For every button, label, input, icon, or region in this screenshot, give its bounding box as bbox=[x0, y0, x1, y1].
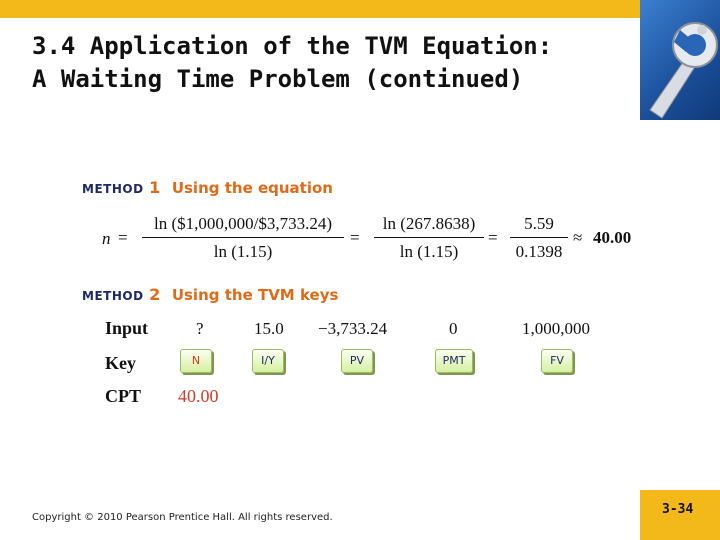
method2-number: 2 bbox=[149, 285, 161, 304]
method2-title: Using the TVM keys bbox=[171, 286, 339, 304]
fraction-2-bar bbox=[374, 237, 484, 238]
key-pv-button[interactable]: PV bbox=[341, 349, 373, 373]
input-pv: −3,733.24 bbox=[318, 319, 388, 338]
method1-number: 1 bbox=[149, 178, 161, 197]
equals-sign-3: = bbox=[488, 228, 498, 247]
fraction-1: ln ($1,000,000/$3,733.24) ln (1.15) bbox=[142, 214, 344, 262]
method1-word: METHOD bbox=[82, 182, 144, 196]
fraction-3-bar bbox=[510, 237, 568, 238]
equation-lhs: n bbox=[102, 229, 111, 248]
input-n: ? bbox=[196, 319, 204, 338]
fraction-2: ln (267.8638) ln (1.15) bbox=[374, 214, 484, 262]
fraction-3-numerator: 5.59 bbox=[524, 214, 554, 233]
input-fv: 1,000,000 bbox=[522, 319, 590, 338]
page-number: 3-34 bbox=[662, 502, 694, 517]
wrench-logo bbox=[640, 0, 720, 120]
method2-word: METHOD bbox=[82, 289, 144, 303]
key-row-label: Key bbox=[105, 353, 136, 373]
top-accent-bar bbox=[0, 0, 640, 18]
key-n-button[interactable]: N bbox=[180, 349, 212, 373]
page-number-box: 3-34 bbox=[640, 490, 720, 540]
cpt-row-label: CPT bbox=[105, 386, 141, 406]
fraction-2-denominator: ln (1.15) bbox=[399, 242, 459, 261]
input-pmt: 0 bbox=[449, 319, 458, 338]
fraction-1-denominator: ln (1.15) bbox=[213, 242, 273, 261]
wrench-icon bbox=[649, 22, 718, 119]
copyright-footer: Copyright © 2010 Pearson Prentice Hall. … bbox=[32, 512, 333, 523]
fraction-2-numerator: ln (267.8638) bbox=[382, 214, 476, 233]
fraction-1-bar bbox=[142, 237, 344, 238]
method2-heading: METHOD 2 Using the TVM keys bbox=[82, 285, 338, 304]
method1-title: Using the equation bbox=[171, 179, 333, 197]
fraction-1-numerator: ln ($1,000,000/$3,733.24) bbox=[153, 214, 333, 233]
approx-sign: ≈ bbox=[573, 228, 583, 247]
key-fv-button[interactable]: FV bbox=[541, 349, 573, 373]
cpt-result: 40.00 bbox=[178, 386, 219, 406]
input-row-label: Input bbox=[105, 318, 149, 338]
fraction-3-denominator: 0.1398 bbox=[515, 242, 563, 261]
fraction-3: 5.59 0.1398 bbox=[510, 214, 568, 262]
input-iy: 15.0 bbox=[254, 319, 284, 338]
equation-result: 40.00 bbox=[593, 228, 632, 247]
equals-sign-2: = bbox=[350, 228, 360, 247]
method1-heading: METHOD 1 Using the equation bbox=[82, 178, 333, 197]
slide-title-line-1: 3.4 Application of the TVM Equation: bbox=[32, 32, 553, 60]
equals-sign-1: = bbox=[118, 228, 128, 247]
slide-title: 3.4 Application of the TVM Equation: A W… bbox=[32, 30, 632, 96]
slide-title-line-2: A Waiting Time Problem (continued) bbox=[32, 65, 524, 93]
key-pmt-button[interactable]: PMT bbox=[435, 349, 473, 373]
key-iy-button[interactable]: I/Y bbox=[252, 349, 284, 373]
